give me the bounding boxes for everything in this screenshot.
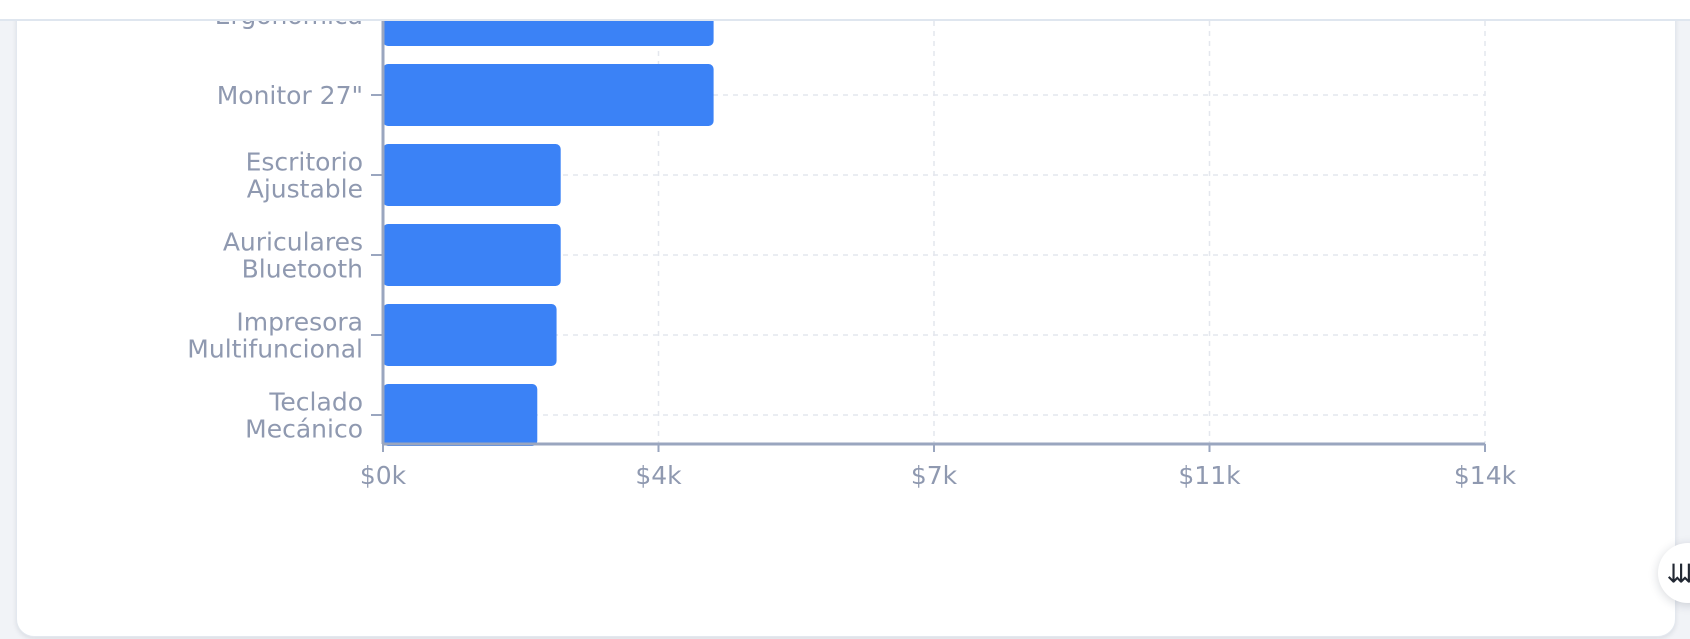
chat-icon: ⇶ [1666, 562, 1690, 584]
bar [383, 144, 561, 206]
bar [383, 224, 561, 286]
x-tick-label: $0k [360, 461, 407, 490]
y-tick-label: Auriculares [223, 228, 363, 257]
x-tick-label: $14k [1454, 461, 1517, 490]
labels: $0k$4k$7k$11k$14kErgonómicaMonitor 27"Es… [187, 1, 1516, 490]
bar [383, 304, 557, 366]
y-tick-label: Bluetooth [242, 255, 363, 284]
y-tick-label: Multifuncional [187, 335, 363, 364]
bars [383, 0, 714, 446]
x-tick-label: $7k [911, 461, 958, 490]
x-tick-label: $11k [1178, 461, 1241, 490]
axes [371, 0, 1486, 452]
x-tick-label: $4k [635, 461, 682, 490]
bar-chart: $0k$4k$7k$11k$14kErgonómicaMonitor 27"Es… [187, 0, 1517, 490]
y-tick-label: Teclado [268, 388, 363, 417]
y-tick-label: Monitor 27" [217, 81, 363, 110]
chart-card: $0k$4k$7k$11k$14kErgonómicaMonitor 27"Es… [16, 0, 1676, 637]
top-bar [0, 0, 1690, 21]
y-tick-label: Ajustable [247, 175, 363, 204]
bar [383, 384, 538, 446]
y-tick-label: Mecánico [245, 415, 363, 444]
bar [383, 64, 714, 126]
y-tick-label: Impresora [236, 308, 363, 337]
y-tick-label: Escritorio [246, 148, 363, 177]
